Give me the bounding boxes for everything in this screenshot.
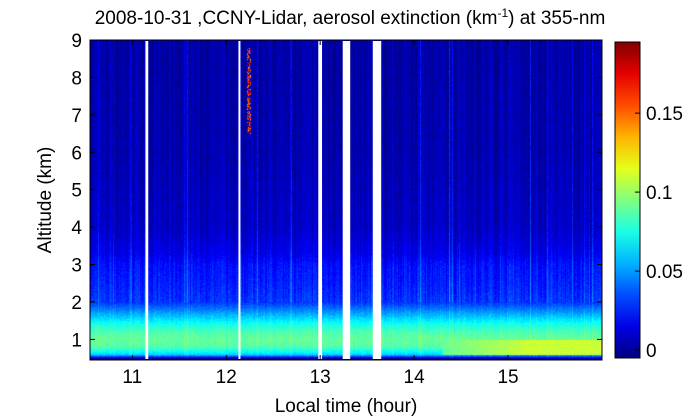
heatmap-plot-area — [89, 39, 603, 361]
y-tick-label: 3 — [71, 256, 82, 277]
x-tick-label: 15 — [497, 367, 518, 388]
x-axis-label: Local time (hour) — [275, 396, 418, 417]
y-tick-label: 9 — [71, 31, 82, 52]
y-tick-label: 2 — [71, 293, 82, 314]
x-axis: 11 12 13 14 15 — [122, 40, 519, 388]
colorbar-ticks: 0 0.05 0.1 0.15 — [635, 104, 683, 362]
y-tick-label: 8 — [71, 68, 82, 89]
data-gap — [372, 41, 382, 359]
y-tick-label: 6 — [71, 143, 82, 164]
y-tick-label: 1 — [71, 330, 82, 351]
x-tick-label: 12 — [216, 367, 237, 388]
y-tick-label: 5 — [71, 181, 82, 202]
data-gaps — [145, 41, 382, 359]
x-tick-label: 14 — [404, 367, 426, 388]
colorbar-tick-label: 0.1 — [646, 183, 672, 204]
colorbar-tick-label: 0.15 — [646, 104, 683, 125]
colorbar: 0 0.05 0.1 0.15 — [614, 41, 683, 362]
y-tick-label: 7 — [71, 106, 82, 127]
x-tick-label: 11 — [122, 367, 142, 388]
x-tick-label: 13 — [310, 367, 331, 388]
plot-frame — [89, 39, 603, 361]
chart-title: 2008-10-31 ,CCNY-Lidar, aerosol extincti… — [95, 6, 606, 29]
colorbar-gradient — [615, 42, 640, 358]
data-gap — [342, 41, 351, 359]
colorbar-tick-label: 0 — [646, 341, 657, 362]
y-tick-label: 4 — [71, 218, 82, 239]
colorbar-frame — [614, 41, 641, 359]
data-gap — [318, 41, 323, 359]
data-gap — [238, 41, 241, 359]
colorbar-tick-label: 0.05 — [646, 262, 683, 283]
data-gap — [145, 41, 149, 359]
y-axis-label: Altitude (km) — [35, 147, 56, 254]
y-axis: 1 2 3 4 5 6 7 8 9 — [71, 31, 602, 351]
